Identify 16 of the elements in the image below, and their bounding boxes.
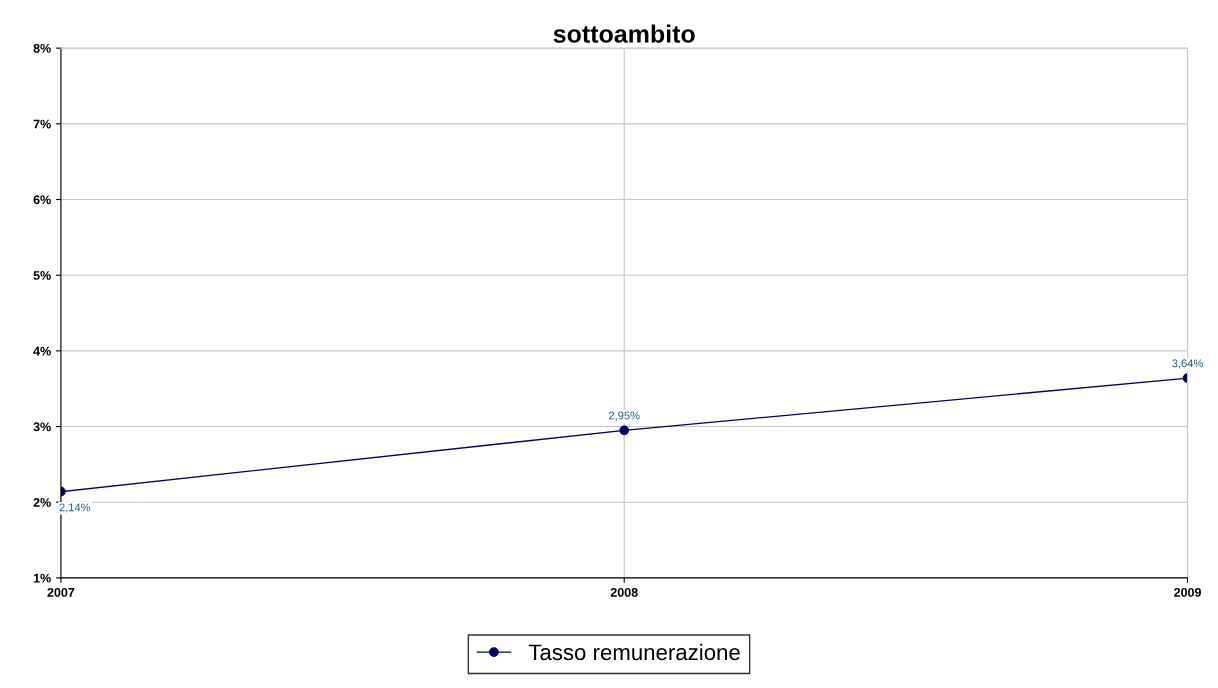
y-tick-label: 1%: [33, 573, 51, 583]
y-tick-label: 7%: [33, 119, 51, 129]
data-label: 2,95%: [609, 411, 640, 421]
y-tick-label: 8%: [33, 43, 51, 53]
x-tick-label: 2007: [47, 587, 75, 597]
chart-title: sottoambito: [553, 24, 695, 43]
y-tick-label: 5%: [33, 271, 51, 280]
legend-label: Tasso remunerazione: [528, 643, 740, 661]
data-label: 2,14%: [59, 503, 91, 513]
y-tick-label: 6%: [33, 195, 51, 205]
data-label: 3,64%: [1172, 359, 1203, 369]
y-tick-label: 3%: [33, 422, 51, 432]
y-tick-label: 2%: [33, 498, 51, 507]
y-tick-label: 4%: [33, 346, 51, 356]
x-tick-label: 2008: [610, 587, 638, 597]
x-tick-label: 2009: [1174, 587, 1201, 597]
